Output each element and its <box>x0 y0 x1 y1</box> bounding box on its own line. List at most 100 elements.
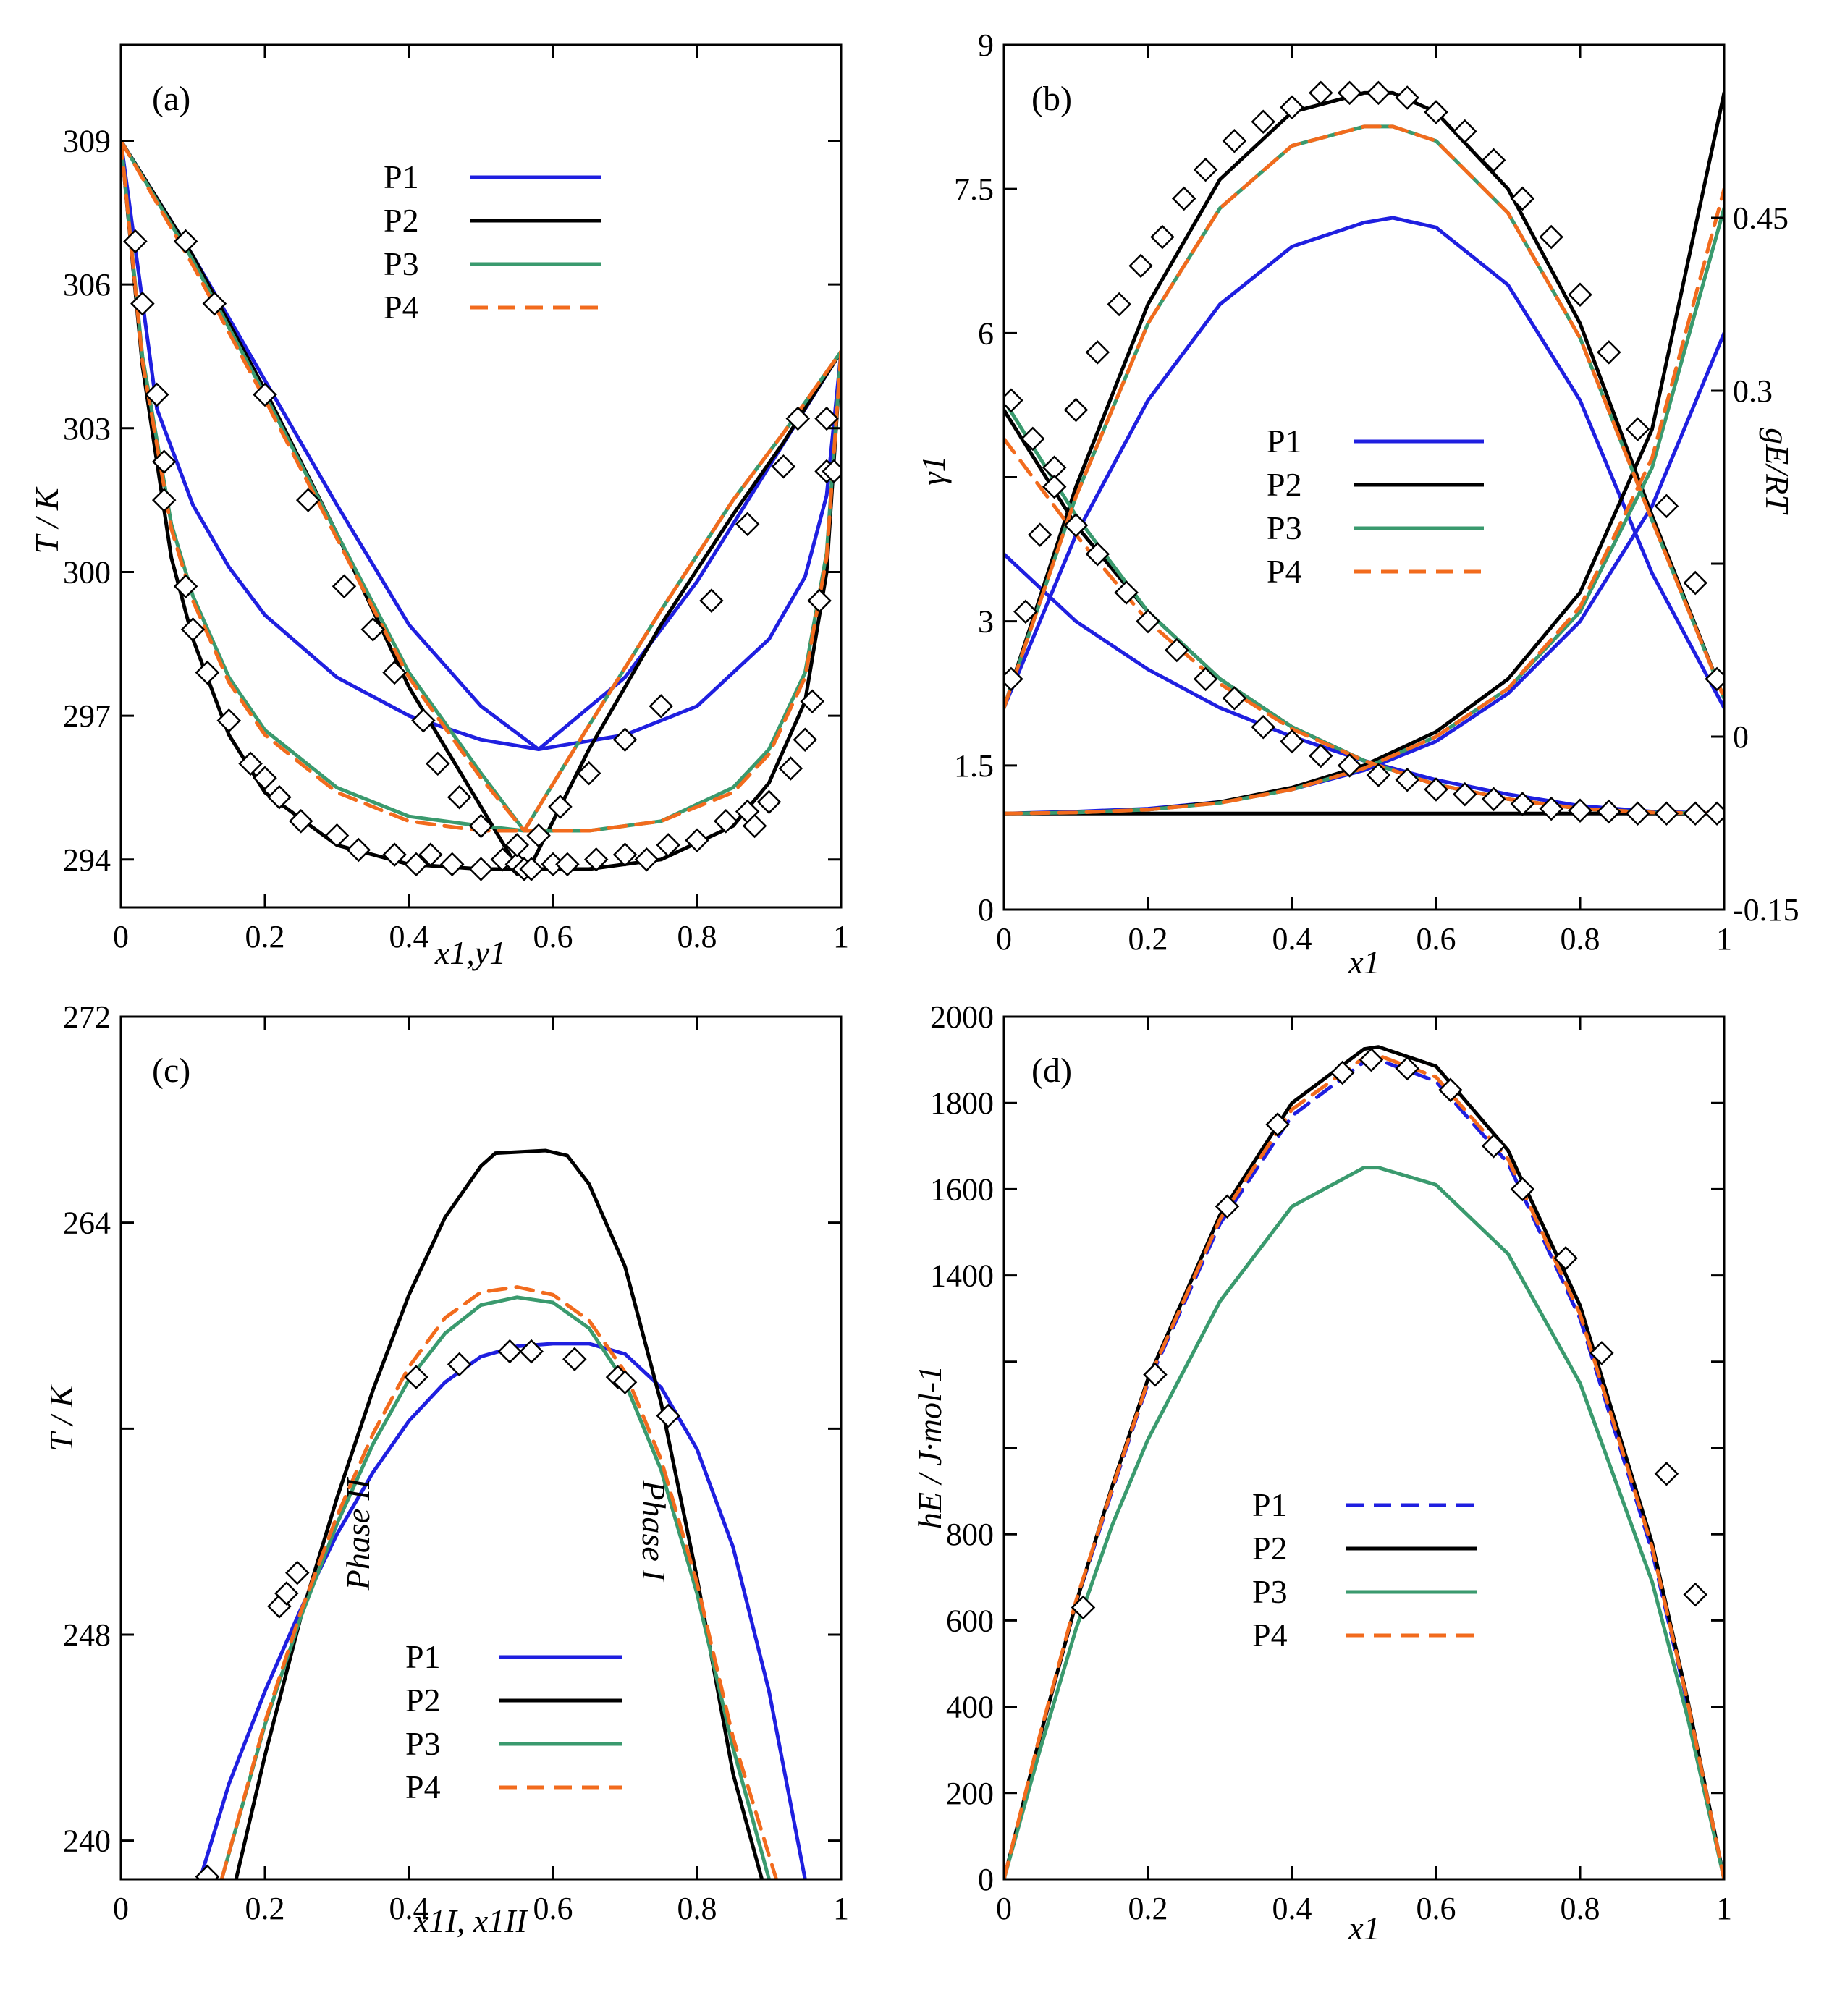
panel-b-data-marker <box>1150 224 1175 250</box>
panel-b-data-marker <box>1004 388 1023 413</box>
panel-c-ytick-label: 248 <box>63 1617 111 1653</box>
panel-c-legend-label-p1: P1 <box>405 1638 441 1675</box>
panel-b-data-marker <box>1013 599 1038 624</box>
panel-a-data-marker <box>699 588 724 613</box>
panel-a-legend-label-p2: P2 <box>384 202 419 239</box>
panel-b-data-marker <box>1309 743 1333 768</box>
panel-b-data-marker <box>1453 782 1477 807</box>
panel-d-legend-label-p3: P3 <box>1252 1573 1288 1610</box>
panel-b-data-marker <box>1568 282 1592 307</box>
panel-b-y2tick-label: 0 <box>1733 719 1749 755</box>
panel-b-data-marker <box>1107 292 1131 317</box>
panel-d-data-marker <box>1265 1112 1290 1137</box>
panel-a-xtick-label: 0.2 <box>245 919 285 954</box>
panel-a-ytick-label: 300 <box>63 554 111 590</box>
panel-b-ytick-label: 3 <box>978 604 994 640</box>
panel-c-data-marker <box>274 1581 299 1606</box>
panel-c-data-marker <box>285 1560 310 1585</box>
panel-c-data-marker <box>612 1370 638 1395</box>
panel-a-data-marker <box>180 617 206 642</box>
panel-a-data-marker <box>771 454 796 479</box>
panel-d-ytick-label: 400 <box>946 1690 994 1725</box>
panel-d-data-marker <box>1438 1077 1463 1103</box>
panel-a-data-marker <box>216 708 242 733</box>
panel-a-data-marker <box>807 588 832 613</box>
panel-b-legend-label-p2: P2 <box>1267 466 1302 503</box>
panel-b-data-marker <box>1481 787 1506 812</box>
panel-b-data-marker <box>1683 801 1707 826</box>
panel-a-legend-label-p4: P4 <box>384 289 419 326</box>
panel-d-xtick-label: 1 <box>1716 1891 1732 1926</box>
panel-a-data-marker <box>526 823 551 848</box>
panel-c-label: (c) <box>152 1051 190 1090</box>
panel-b-ytick-label: 0 <box>978 892 994 928</box>
panel-b-data-marker <box>1337 753 1362 778</box>
panel-c: 0 0.2 0.4 0.6 0.8 1 240 248 264 272 (c) T / K x1I… <box>43 999 849 1939</box>
panel-b-data-marker <box>1193 666 1218 692</box>
phase-ii-annotation: Phase II <box>339 1476 376 1591</box>
panel-a-series-p3-line-1 <box>121 138 841 833</box>
panel-b-markers <box>1004 80 1724 826</box>
panel-b-data-marker <box>1395 85 1419 110</box>
panel-b-data-marker <box>1597 340 1621 365</box>
panel-b-ytick-label: 1.5 <box>954 748 994 784</box>
panel-b-data-marker <box>1222 686 1247 711</box>
panel-b-data-marker <box>1222 129 1247 153</box>
panel-c-data-marker <box>562 1347 587 1372</box>
panel-a-data-marker <box>656 833 680 857</box>
panel-a-data-marker <box>468 813 494 839</box>
panel-a-xtick-label: 0.4 <box>389 919 429 954</box>
panel-c-data-marker <box>447 1352 472 1377</box>
panel-b-data-marker <box>1481 148 1506 173</box>
panel-b-data-marker <box>1705 666 1724 692</box>
panel-a-axes: 0 0.2 0.4 0.6 0.8 1 294 297 300 303 306 309 <box>63 45 849 954</box>
panel-a-data-marker <box>346 837 371 863</box>
panel-a-data-marker <box>151 449 177 474</box>
panel-a-data-marker <box>288 809 313 834</box>
panel-a-data-marker <box>822 459 841 484</box>
panel-b-data-marker <box>1654 494 1679 519</box>
panel-a-data-marker <box>295 488 321 512</box>
panel-d-data-marker <box>1143 1362 1168 1387</box>
panel-d-data-marker <box>1510 1177 1535 1202</box>
panel-b-data-marker <box>1510 792 1535 816</box>
panel-b-data-marker <box>1366 80 1391 106</box>
panel-d-xtick-label: 0.4 <box>1272 1891 1312 1926</box>
panel-a-xlabel: x1,y1 <box>434 934 506 971</box>
panel-a-data-marker <box>634 847 659 872</box>
panel-d-series-p3-line-0 <box>1004 1166 1724 1879</box>
panel-d-ytick-label: 2000 <box>930 999 994 1035</box>
panel-b-label: (b) <box>1031 80 1072 118</box>
panel-b-data-marker <box>1027 522 1052 547</box>
panel-c-ytick-label: 240 <box>63 1824 111 1859</box>
panel-d-xlabel: x1 <box>1348 1910 1380 1947</box>
panel-d-data-marker <box>1359 1047 1384 1072</box>
panel-b-y2tick-label: 0.45 <box>1733 200 1789 236</box>
panel-a-legend-label-p3: P3 <box>384 245 419 282</box>
panel-b-data-marker <box>1193 157 1218 182</box>
panel-b-data-marker <box>1625 417 1650 441</box>
panel-d-label: (d) <box>1031 1051 1072 1090</box>
panel-d-data-marker <box>1683 1582 1707 1607</box>
panel-a-data-marker <box>173 229 198 254</box>
panel-d: 0 0.2 0.4 0.6 0.8 1 0 200 400 600 800 1400 1600 1800 2… <box>911 999 1732 1947</box>
panel-b-data-marker <box>1114 580 1139 605</box>
panel-c-series-p2-line-0 <box>234 1148 764 1879</box>
panel-c-data-marker <box>497 1339 523 1364</box>
panel-b-data-marker <box>1063 513 1089 538</box>
panel-b-axes: 0 0.2 0.4 0.6 0.8 1 0 1.5 3 6 7.5 9 -0.15 0 0.3 0.45 <box>954 27 1799 957</box>
panel-a-data-marker <box>253 382 277 407</box>
panel-d-ylabel: hE / J·mol-1 <box>911 1365 948 1529</box>
panel-a-legend: P1 P2 P3 P4 <box>384 158 601 326</box>
panel-a-ytick-label: 309 <box>63 123 111 158</box>
panel-a-data-marker <box>123 229 148 254</box>
panel-b-data-marker <box>1251 109 1275 134</box>
panel-d-data-marker <box>1553 1245 1578 1271</box>
panel-c-axes: 0 0.2 0.4 0.6 0.8 1 240 248 264 272 <box>63 999 849 1926</box>
panel-b-xtick-label: 0.4 <box>1272 921 1312 957</box>
panel-a-data-marker <box>583 847 609 872</box>
panel-b-data-marker <box>1085 541 1110 567</box>
panel-b-legend: P1 P2 P3 P4 <box>1267 423 1484 590</box>
panel-a-data-marker <box>504 833 530 857</box>
